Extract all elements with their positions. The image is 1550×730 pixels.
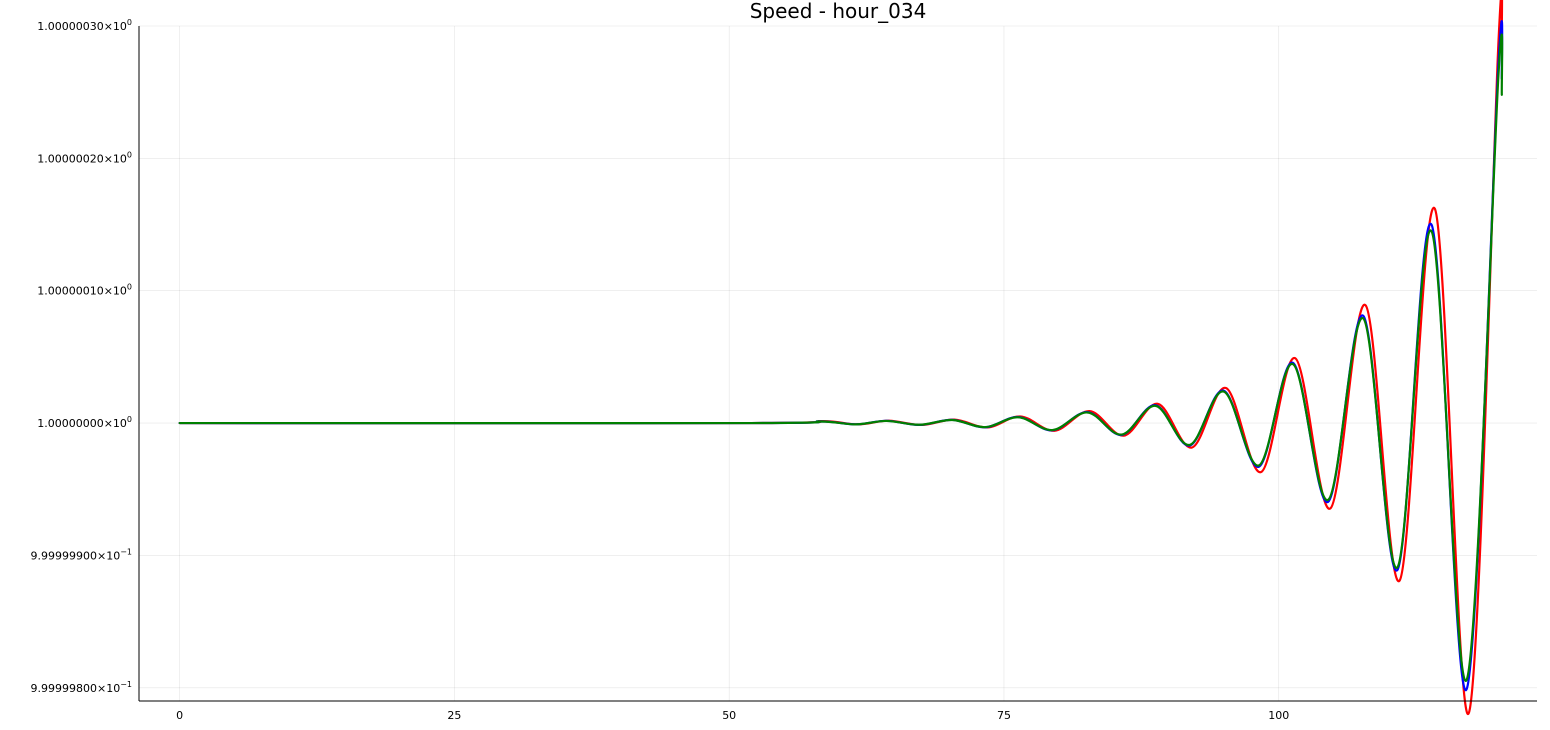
x-tick-label: 50 [722, 709, 736, 722]
y-tick-times: ×10 [104, 152, 127, 165]
y-tick-times: ×10 [104, 285, 127, 298]
y-tick-times: ×10 [97, 549, 120, 562]
axes [138, 26, 1537, 702]
y-tick-label: 1.00000020×100 [37, 150, 132, 165]
y-tick-exponent: −1 [120, 547, 132, 556]
series-line-3 [178, 33, 1504, 682]
tick-labels: 0 25 50 75 1009.99999800×10−19.99999900×10−1… [31, 18, 1290, 722]
chart-title: Speed - hour_034 [750, 0, 927, 23]
y-tick-exponent: 0 [127, 150, 132, 159]
y-tick-times: ×10 [104, 20, 127, 33]
y-tick-exponent: 0 [127, 283, 132, 292]
y-tick-mantissa: 9.99999900 [31, 549, 97, 562]
y-tick-exponent: 0 [127, 18, 132, 27]
y-tick-mantissa: 1.00000000 [37, 417, 103, 430]
y-tick-label: 9.99999800×10−1 [31, 680, 133, 695]
y-tick-label: 9.99999900×10−1 [31, 547, 133, 562]
x-tick-label: 100 [1268, 709, 1289, 722]
series-group [178, 0, 1504, 715]
x-tick-label: 25 [447, 709, 461, 722]
y-tick-exponent: 0 [127, 415, 132, 424]
y-tick-times: ×10 [104, 417, 127, 430]
grid [139, 25, 1537, 701]
x-tick-label: 0 [176, 709, 183, 722]
y-tick-label: 1.00000010×100 [37, 283, 132, 298]
x-tick-label: 75 [997, 709, 1011, 722]
y-tick-times: ×10 [97, 682, 120, 695]
y-tick-mantissa: 1.00000030 [37, 20, 103, 33]
y-tick-mantissa: 1.00000020 [37, 152, 103, 165]
y-tick-mantissa: 9.99999800 [31, 682, 97, 695]
y-tick-label: 1.00000000×100 [37, 415, 132, 430]
y-tick-mantissa: 1.00000010 [37, 285, 103, 298]
y-tick-exponent: −1 [120, 680, 132, 689]
y-tick-label: 1.00000030×100 [37, 18, 132, 33]
